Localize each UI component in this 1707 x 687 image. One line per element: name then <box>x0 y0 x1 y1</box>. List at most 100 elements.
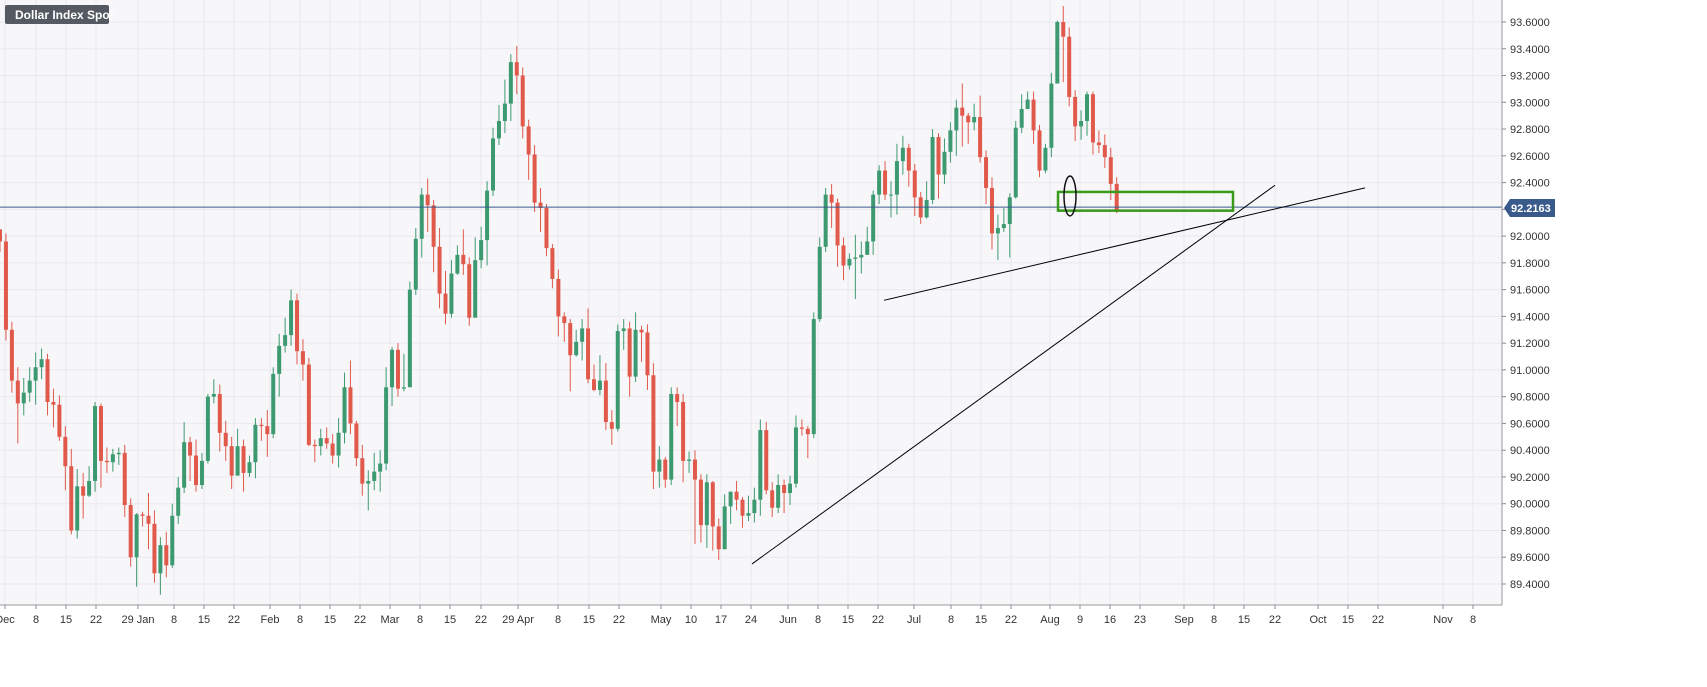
candle-body <box>395 349 400 389</box>
candle <box>104 447 109 473</box>
candle <box>954 99 959 156</box>
candle <box>170 503 175 568</box>
candle-body <box>788 483 793 494</box>
x-tick-label: 8 <box>33 614 39 626</box>
candle <box>182 422 187 494</box>
candle-body <box>687 459 692 461</box>
candle-body <box>1090 94 1095 143</box>
candle <box>782 479 787 514</box>
x-tick-label: 22 <box>613 614 625 626</box>
candle-body <box>1108 157 1113 184</box>
candle <box>15 367 20 444</box>
candle <box>609 410 614 445</box>
candle <box>984 150 989 204</box>
candle-body <box>134 514 139 558</box>
candle <box>336 418 341 468</box>
x-tick-label: 15 <box>1342 614 1354 626</box>
candle-body <box>1001 224 1006 229</box>
candle <box>39 348 44 380</box>
candle <box>942 138 947 184</box>
candle-body <box>306 364 311 445</box>
candle-body <box>229 446 234 476</box>
x-tick-label: Mar <box>381 614 400 626</box>
candle-body <box>746 513 751 516</box>
candle-body <box>1049 83 1054 148</box>
candle-body <box>116 452 121 455</box>
candle-body <box>698 479 703 526</box>
candle <box>116 447 121 465</box>
candle-body <box>972 117 977 123</box>
candle <box>651 363 656 489</box>
candle-body <box>336 432 341 456</box>
candle-body <box>9 329 14 381</box>
candle-body <box>835 202 840 246</box>
candle <box>722 494 727 550</box>
x-tick-label: 15 <box>198 614 210 626</box>
candle-body <box>639 329 644 333</box>
candle-body <box>502 103 507 122</box>
candle <box>211 379 216 404</box>
candle-body <box>1025 99 1030 109</box>
candle <box>81 472 86 519</box>
x-tick-label: Nov <box>1433 614 1453 626</box>
candle <box>419 187 424 258</box>
candle-body <box>283 335 288 346</box>
candle-body <box>431 205 436 247</box>
candle <box>698 474 703 543</box>
candle-body <box>544 207 549 249</box>
candle-body <box>401 387 406 389</box>
candle <box>633 312 638 382</box>
candle-body <box>989 187 994 234</box>
candle <box>799 419 804 436</box>
candle <box>479 226 484 269</box>
candle <box>639 325 644 362</box>
candle-body <box>942 151 947 175</box>
candle-body <box>984 157 989 188</box>
candle-body <box>1073 96 1078 127</box>
candle-body <box>140 514 145 516</box>
candle <box>568 319 573 392</box>
candle-body <box>360 458 365 484</box>
candle <box>98 403 103 488</box>
x-tick-label: Aug <box>1040 614 1060 626</box>
candle-body <box>425 194 430 206</box>
trendline-minor <box>883 187 1366 301</box>
candle <box>491 127 496 196</box>
x-tick-label: 15 <box>583 614 595 626</box>
y-tick-label: 89.6000 <box>1510 552 1550 564</box>
candle-body <box>954 107 959 131</box>
candle-body <box>550 248 555 279</box>
candle-body <box>146 515 151 524</box>
candle <box>972 103 977 131</box>
candle <box>461 229 466 275</box>
candle <box>354 420 359 467</box>
y-tick-label: 90.6000 <box>1510 418 1550 430</box>
candle <box>1090 91 1095 155</box>
candle <box>710 480 715 551</box>
candle-body <box>900 147 905 162</box>
x-tick-label: Jun <box>779 614 797 626</box>
candle <box>675 387 680 427</box>
candle-body <box>449 273 454 314</box>
candle <box>1019 94 1024 134</box>
candle-body <box>924 199 929 218</box>
x-tick-label: Sep <box>1174 614 1194 626</box>
candle-body <box>995 228 1000 234</box>
candle-body <box>104 460 109 463</box>
candle-body <box>277 345 282 374</box>
candle <box>550 244 555 289</box>
candle-body <box>1085 94 1090 122</box>
x-tick-label: 24 <box>745 614 757 626</box>
candle <box>716 518 721 560</box>
candle-body <box>467 264 472 318</box>
candle-body <box>57 404 62 437</box>
candle <box>508 54 513 122</box>
candle-body <box>865 241 870 255</box>
candle <box>318 428 323 456</box>
candle <box>271 367 276 439</box>
candle-body <box>437 246 442 294</box>
candle <box>538 187 543 233</box>
x-tick-label: 22 <box>90 614 102 626</box>
x-tick-label: May <box>651 614 672 626</box>
candle-body <box>75 486 80 531</box>
